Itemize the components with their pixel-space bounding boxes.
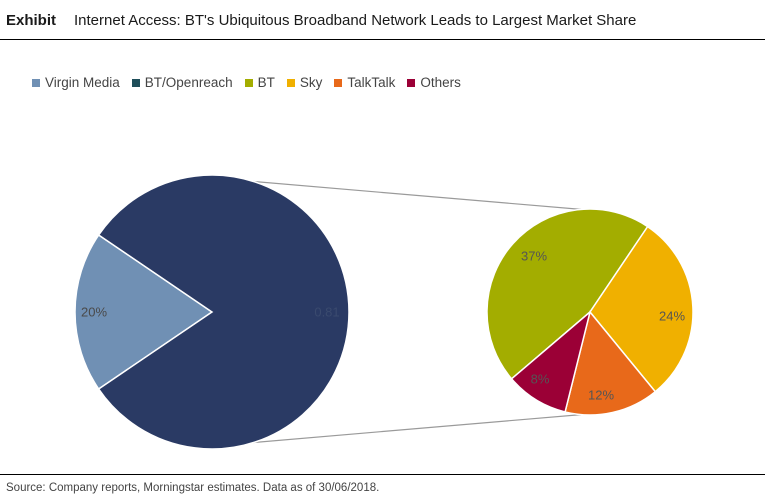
pie-slice-bt: [486, 208, 649, 380]
legend-label: BT: [257, 75, 275, 90]
legend-item-bt-openreach: BT/Openreach: [131, 75, 233, 90]
data-label-bt: 37%: [521, 248, 547, 263]
legend-label: Sky: [299, 75, 323, 90]
chart-title: Internet Access: BT's Ubiquitous Broadba…: [74, 12, 637, 29]
legend-item-others: Others: [407, 75, 461, 90]
source-note: Source: Company reports, Morningstar est…: [6, 482, 380, 494]
chart-legend: Virgin Media BT/Openreach BT Sky TalkTal…: [32, 75, 473, 90]
header-divider: [0, 39, 765, 40]
legend-swatch: [244, 78, 253, 87]
legend-swatch: [407, 78, 416, 87]
pie-slice-bt-openreach: [97, 174, 350, 450]
exhibit-header: Exhibit Internet Access: BT's Ubiquitous…: [0, 0, 765, 40]
legend-label: Virgin Media: [45, 75, 120, 90]
legend-swatch: [32, 78, 40, 87]
legend-item-virgin-media: Virgin Media: [32, 75, 120, 90]
pie-slice-others: [510, 309, 592, 413]
legend-swatch: [334, 78, 343, 87]
connector-line-bottom: [192, 414, 582, 449]
legend-item-sky: Sky: [286, 75, 323, 90]
data-label-sky: 24%: [659, 308, 685, 323]
data-label-others: 8%: [531, 371, 550, 386]
legend-item-bt: BT: [244, 75, 275, 90]
data-label-bt-openreach: 0.81: [314, 304, 339, 319]
data-label-virgin-media: 20%: [81, 304, 107, 319]
legend-label: Others: [420, 75, 461, 90]
pie-slice-talktalk: [564, 310, 657, 416]
pie-slice-sky: [589, 225, 694, 393]
pie-slice-virgin-media: [74, 233, 214, 391]
data-label-talktalk: 12%: [588, 387, 614, 402]
footer-divider: [0, 474, 765, 475]
exhibit-label: Exhibit: [6, 12, 57, 29]
legend-label: TalkTalk: [347, 75, 396, 90]
legend-swatch: [131, 78, 140, 87]
legend-item-talktalk: TalkTalk: [334, 75, 395, 90]
connector-line-top: [192, 175, 582, 210]
legend-label: BT/Openreach: [144, 75, 233, 90]
legend-swatch: [286, 78, 295, 87]
